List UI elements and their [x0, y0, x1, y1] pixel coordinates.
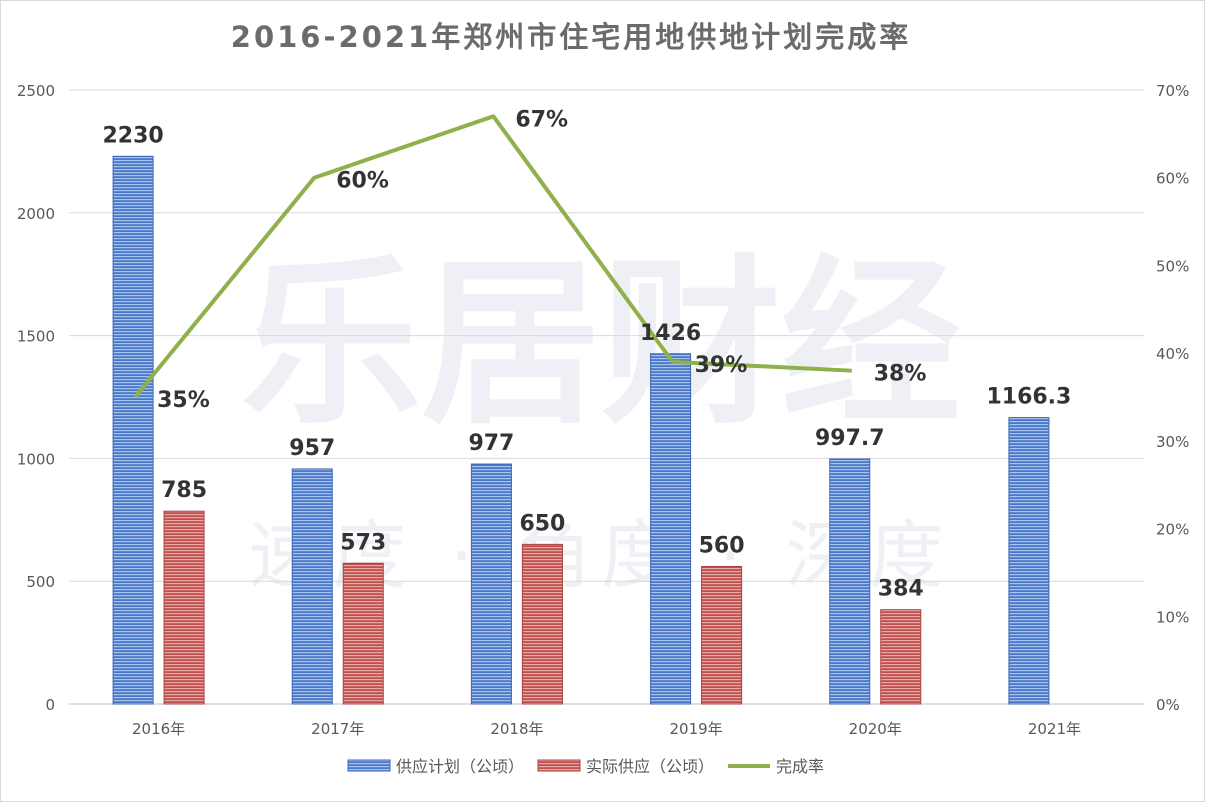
- legend-swatch-actual: [537, 759, 581, 772]
- legend-label: 实际供应（公顷）: [586, 757, 714, 776]
- bar-plan: [1008, 417, 1050, 705]
- line-value-label: 67%: [515, 107, 568, 132]
- y-right-tick-label: 40%: [1156, 345, 1189, 363]
- line-value-label: 35%: [157, 388, 210, 413]
- y-right-tick-label: 0%: [1156, 696, 1180, 714]
- bar-plan: [829, 458, 871, 705]
- bar-actual: [880, 609, 922, 705]
- y-right-tick-label: 30%: [1156, 433, 1189, 451]
- y-right-tick-label: 20%: [1156, 521, 1189, 539]
- bar-value-label: 560: [699, 533, 745, 558]
- bar-plan: [650, 353, 692, 705]
- x-tick-label: 2019年: [669, 720, 722, 738]
- bar-value-label: 1166.3: [986, 385, 1071, 410]
- legend-label: 完成率: [776, 757, 824, 776]
- bar-value-label: 957: [289, 436, 335, 461]
- x-tick-label: 2017年: [311, 720, 364, 738]
- x-tick-label: 2016年: [132, 720, 185, 738]
- bar-plan: [470, 463, 512, 705]
- y-right-tick-label: 60%: [1156, 170, 1189, 188]
- line-value-label: 60%: [336, 169, 389, 194]
- y-right-tick-label: 10%: [1156, 608, 1189, 626]
- y-left-tick-label: 1500: [17, 328, 55, 346]
- legend: 供应计划（公顷） 实际供应（公顷） 完成率: [347, 757, 824, 776]
- bar-value-label: 997.7: [815, 426, 885, 451]
- bar-actual: [163, 510, 205, 705]
- data-labels: 2230 957 977 1426 997.7 1166.3 785 573 650 560 384…: [102, 107, 1071, 601]
- y-right-tick-label: 50%: [1156, 257, 1189, 275]
- y-right-tick-label: 70%: [1156, 82, 1189, 100]
- gridlines: [69, 89, 1144, 705]
- bar-actual: [521, 543, 563, 705]
- bar-value-label: 650: [519, 511, 565, 536]
- y-axis-right: 0% 10% 20% 30% 40% 50% 60% 70%: [1156, 82, 1189, 714]
- bar-value-label: 977: [468, 431, 514, 456]
- legend-swatch-plan: [347, 759, 391, 772]
- y-left-tick-label: 1000: [17, 450, 55, 468]
- legend-label: 供应计划（公顷）: [396, 757, 524, 776]
- bar-value-label: 573: [340, 530, 386, 555]
- bar-actual: [701, 565, 743, 705]
- y-axis-left: 0 500 1000 1500 2000 2500: [17, 82, 55, 714]
- x-tick-label: 2018年: [490, 720, 543, 738]
- y-left-tick-label: 0: [45, 696, 55, 714]
- line-value-label: 39%: [695, 353, 748, 378]
- bar-value-label: 1426: [640, 321, 701, 346]
- watermark-brand: 乐居财经: [241, 240, 961, 449]
- watermark: 乐居财经 速度 · 角度 · 深度: [241, 240, 961, 599]
- y-left-tick-label: 500: [26, 573, 55, 591]
- bar-value-label: 785: [161, 478, 207, 503]
- bar-value-label: 384: [878, 577, 924, 602]
- bar-plan: [112, 155, 154, 705]
- completion-rate-line: [133, 114, 852, 399]
- x-tick-label: 2020年: [849, 720, 902, 738]
- bar-value-label: 2230: [102, 123, 163, 148]
- x-tick-label: 2021年: [1028, 720, 1081, 738]
- completion-line: [133, 114, 852, 399]
- x-axis: 2016年 2017年 2018年 2019年 2020年 2021年: [132, 720, 1081, 738]
- bars: [112, 155, 1050, 705]
- line-value-label: 38%: [874, 362, 927, 387]
- bar-plan: [291, 468, 333, 705]
- bar-actual: [342, 562, 384, 705]
- y-left-tick-label: 2000: [17, 205, 55, 223]
- chart-title: 2016-2021年郑州市住宅用地供地计划完成率: [231, 20, 911, 54]
- y-left-tick-label: 2500: [17, 82, 55, 100]
